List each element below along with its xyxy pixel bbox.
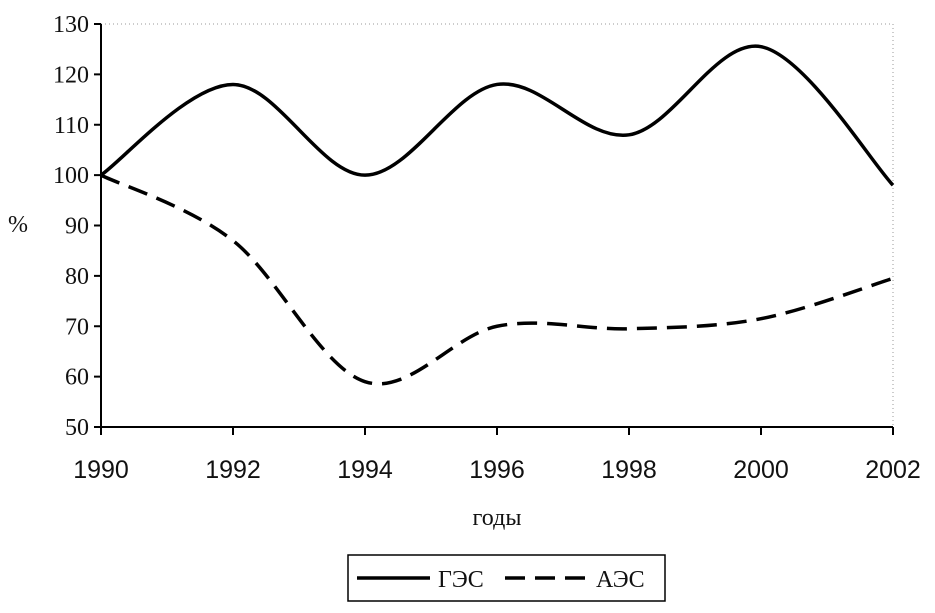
y-tick-label: 110 <box>54 113 89 139</box>
series-line-0 <box>100 44 895 187</box>
legend-label-ajes: АЭС <box>596 567 645 593</box>
y-tick-label: 80 <box>65 264 89 290</box>
x-tick-label: 1998 <box>601 456 657 484</box>
legend-box <box>347 554 666 602</box>
x-tick-label: 1994 <box>337 456 393 484</box>
x-axis-title: годы <box>473 505 522 531</box>
legend-label-gjes: ГЭС <box>438 567 484 593</box>
y-axis-title: % <box>8 212 28 238</box>
y-tick-label: 60 <box>65 365 89 391</box>
x-tick-label: 2002 <box>865 456 921 484</box>
y-tick-label: 90 <box>65 214 89 240</box>
y-tick-label: 70 <box>65 314 89 340</box>
x-tick-label: 1992 <box>205 456 261 484</box>
x-tick-label: 2000 <box>733 456 789 484</box>
y-tick-label: 130 <box>53 12 89 38</box>
x-tick-label: 1996 <box>469 456 525 484</box>
x-tick-label: 1990 <box>73 456 129 484</box>
series-line-1 <box>100 173 894 386</box>
legend: ГЭС АЭС <box>347 554 666 602</box>
y-tick-label: 100 <box>53 163 89 189</box>
y-tick-label: 120 <box>53 62 89 88</box>
y-tick-label: 50 <box>65 415 89 441</box>
